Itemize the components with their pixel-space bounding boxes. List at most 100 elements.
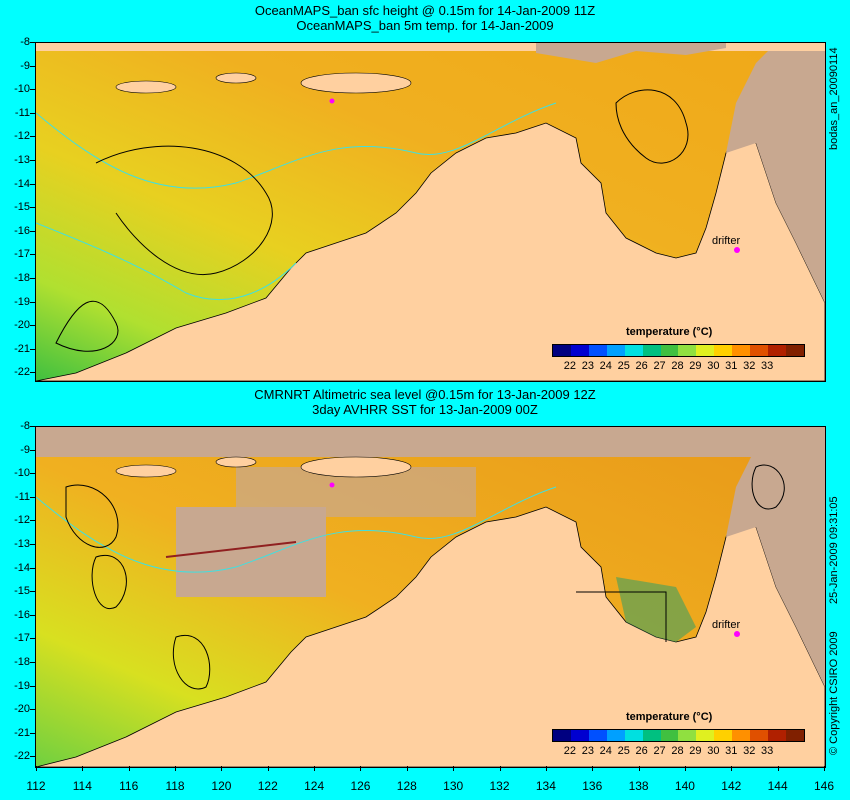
latitude-tick [30,136,35,138]
box-line [576,591,667,642]
top-map-panel [35,42,826,382]
latitude-tick [30,567,35,569]
colorbar-tick-label: 31 [725,745,738,757]
latitude-tick-label: -22 [14,366,30,379]
cloud-patch [36,427,825,457]
latitude-tick-label: -16 [14,224,30,237]
colorbar-swatch [624,345,643,356]
latitude-tick [30,160,35,161]
north-land-strip [36,43,825,51]
latitude-tick-label: -10 [14,83,30,96]
cape-york-land [726,427,825,687]
sea-level-contour [36,486,557,573]
colorbar-swatch [678,345,697,356]
timor-island [300,456,412,478]
longitude-tick-label: 134 [535,779,556,793]
latitude-tick [30,278,35,279]
latitude-tick [30,591,35,593]
latitude-tick [30,685,35,687]
sumba-island [115,80,177,94]
temperature-contour [55,300,119,352]
longitude-tick-label: 140 [674,779,695,793]
colorbar-tick-label: 25 [617,360,630,372]
longitude-tick [314,766,316,771]
longitude-tick-label: 136 [582,779,603,793]
colorbar-swatch [642,345,661,356]
longitude-tick [545,766,547,771]
longitude-tick [82,766,84,771]
latitude-tick [30,65,35,67]
latitude-tick-label: -20 [14,703,30,716]
latitude-tick [30,496,35,498]
cloud-patch [176,507,326,597]
colorbar-swatch [732,730,751,741]
colorbar-swatch [714,730,733,741]
savu-island [215,72,257,84]
latitude-tick-label: -10 [14,467,30,480]
colorbar-swatch [696,345,715,356]
longitude-tick-label: 128 [396,779,417,793]
longitude-tick-label: 132 [489,779,510,793]
longitude-tick [267,766,269,771]
latitude-tick [30,638,35,640]
longitude-tick [638,766,640,771]
latitude-tick-label: -22 [14,750,30,763]
latitude-tick-label: -19 [14,295,30,308]
bottom-map-panel [35,426,826,768]
latitude-tick-label: -13 [14,538,30,550]
savu-island [215,456,257,468]
latitude-tick [30,230,35,232]
colorbar-swatch [588,345,607,356]
colorbar-swatch [660,345,679,356]
top-drifter-label: drifter [712,235,741,247]
drifter-marker-2 [329,98,335,104]
latitude-tick [30,207,35,209]
colorbar-swatch [588,730,607,741]
colorbar-tick-label: 29 [689,745,702,757]
latitude-tick [30,520,35,522]
bottom-title-line2: 3day AVHRR SST for 13-Jan-2009 00Z [312,402,538,417]
sumba-island [115,464,177,478]
temperature-contour [65,484,119,548]
latitude-tick [30,732,35,734]
top-side-label: bodas_an_20090114 [828,47,840,150]
colorbar-tick-label: 30 [707,745,720,757]
colorbar-tick-label: 23 [581,360,594,372]
latitude-tick-label: -15 [14,201,30,214]
latitude-tick-label: -15 [14,585,30,598]
temperature-contour [91,554,127,610]
latitude-tick [30,449,35,451]
longitude-tick-label: 146 [813,779,835,793]
drifter-marker [734,247,740,253]
longitude-tick-label: 122 [257,779,278,793]
longitude-tick [499,766,501,771]
latitude-tick-label: -20 [14,319,30,332]
colorbar-tick-label: 24 [599,745,612,757]
temperature-contour [615,89,689,164]
colorbar-swatch [624,730,643,741]
colorbar-swatch [714,345,733,356]
latitude-tick [30,709,35,711]
longitude-tick [406,766,408,771]
cape-york-land [726,43,825,303]
longitude-tick [684,766,686,771]
longitude-tick [777,766,779,771]
colorbar-swatch [785,730,804,741]
new-guinea-land [536,43,726,63]
colorbar-tick-label: 27 [653,360,666,372]
latitude-tick-label: -18 [14,656,30,668]
colorbar-tick-label: 24 [599,360,612,372]
colorbar-swatch [660,730,679,741]
latitude-tick [30,42,35,43]
latitude-tick [30,301,35,303]
longitude-tick-label: 116 [119,779,139,793]
latitude-tick [30,348,35,350]
sea-level-contour [36,102,557,189]
drifter-marker-2 [329,482,335,488]
colorbar-swatch [696,730,715,741]
colorbar-tick-label: 26 [635,360,648,372]
latitude-tick-label: -11 [14,490,30,503]
longitude-tick [36,766,37,771]
longitude-tick [360,766,362,771]
longitude-tick [221,766,223,771]
